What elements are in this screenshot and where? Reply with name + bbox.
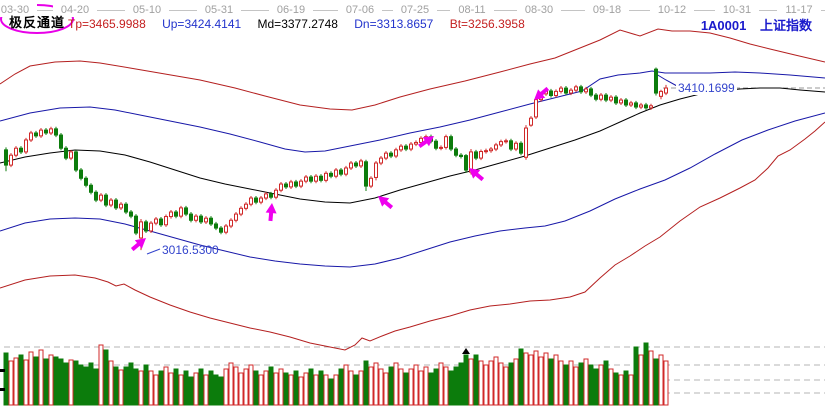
date-label: 08-11 [450,3,494,17]
signal-arrow-icon [534,86,550,100]
date-label: 11-17 [777,3,821,17]
current-price-annotation: 3410.1699 [676,81,737,95]
symbol-name: 上证指数 [759,18,812,33]
date-label: 06-19 [269,3,313,17]
channel-tool-label: 极反通道 [9,15,66,30]
date-label: 09-18 [585,3,629,17]
date-label: 10-31 [715,3,759,17]
indicator-up: Up=3424.4141 [162,17,242,31]
date-label: 04-20 [53,3,97,17]
signal-arrow-icon [265,203,277,222]
date-label: 07-06 [338,3,382,17]
indicator-dn: Dn=3313.8657 [354,17,434,31]
indicator-tp: Tp=3465.9988 [68,17,146,31]
signal-arrow-icon [378,196,394,210]
signal-arrow-icon [130,238,146,252]
date-label: 05-31 [197,3,241,17]
low-price-annotation: 3016.5300 [162,243,219,257]
symbol-title: 1A0001 上证指数 [691,15,812,34]
highlight-ellipse-icon [0,4,74,34]
indicator-md: Md=3377.2748 [257,17,338,31]
indicator-row: Tp=3465.9988 Up=3424.4141 Md=3377.2748 D… [68,17,538,31]
signal-arrow-icon [418,136,434,148]
symbol-code: 1A0001 [700,18,747,33]
signal-arrow-icon [469,168,485,182]
date-label: 03-30 [0,3,37,17]
date-label: 07-25 [393,3,437,17]
indicator-bt: Bt=3256.3958 [449,17,525,31]
date-label: 05-10 [125,3,169,17]
date-label: 08-30 [517,3,561,17]
date-label: 10-12 [650,3,694,17]
